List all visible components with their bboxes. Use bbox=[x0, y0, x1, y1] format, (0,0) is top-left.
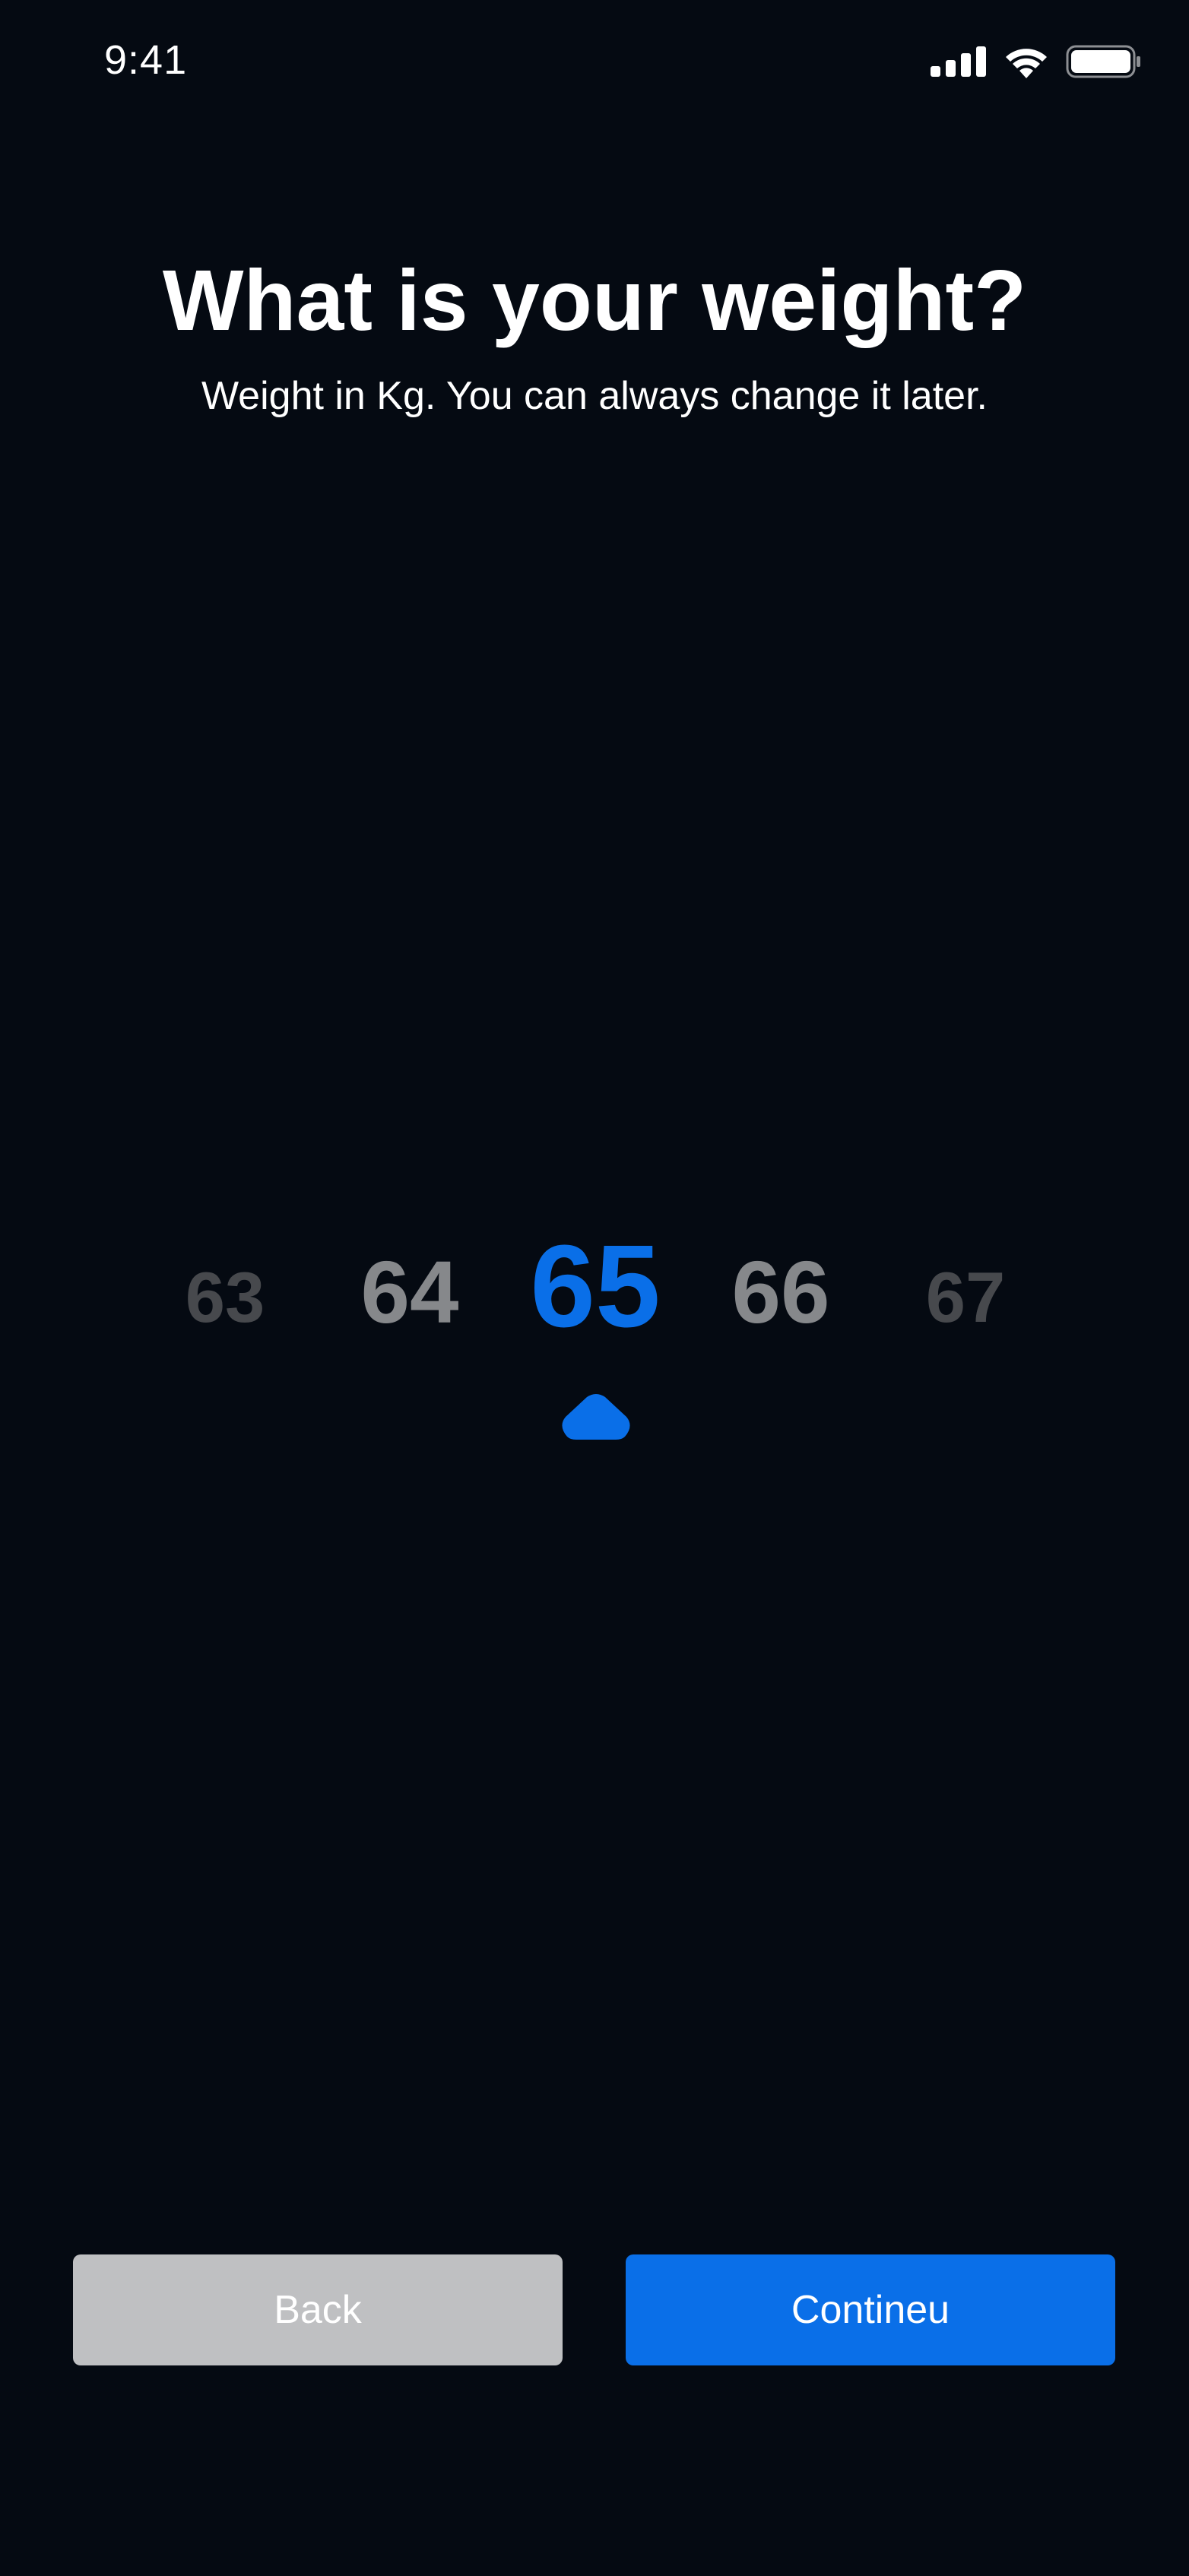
status-time: 9:41 bbox=[104, 37, 188, 83]
continue-button[interactable]: Contineu bbox=[626, 2254, 1115, 2365]
weight-option-64[interactable]: 64 bbox=[360, 1243, 459, 1342]
weight-option-63[interactable]: 63 bbox=[185, 1257, 265, 1337]
weight-option-67[interactable]: 67 bbox=[925, 1257, 1006, 1337]
wifi-icon bbox=[1004, 45, 1049, 78]
weight-option-66[interactable]: 66 bbox=[731, 1243, 830, 1342]
status-icons bbox=[931, 43, 1142, 81]
battery-icon bbox=[1066, 45, 1142, 78]
selection-indicator-icon bbox=[561, 1393, 631, 1440]
page-subtitle: Weight in Kg. You can always change it l… bbox=[201, 374, 988, 418]
back-button[interactable]: Back bbox=[73, 2254, 563, 2365]
page-title: What is your weight? bbox=[162, 252, 1027, 348]
weight-picker[interactable]: 63 64 65 66 67 bbox=[0, 1216, 1189, 1383]
cellular-signal-icon bbox=[931, 46, 987, 77]
weight-option-selected[interactable]: 65 bbox=[530, 1221, 661, 1351]
